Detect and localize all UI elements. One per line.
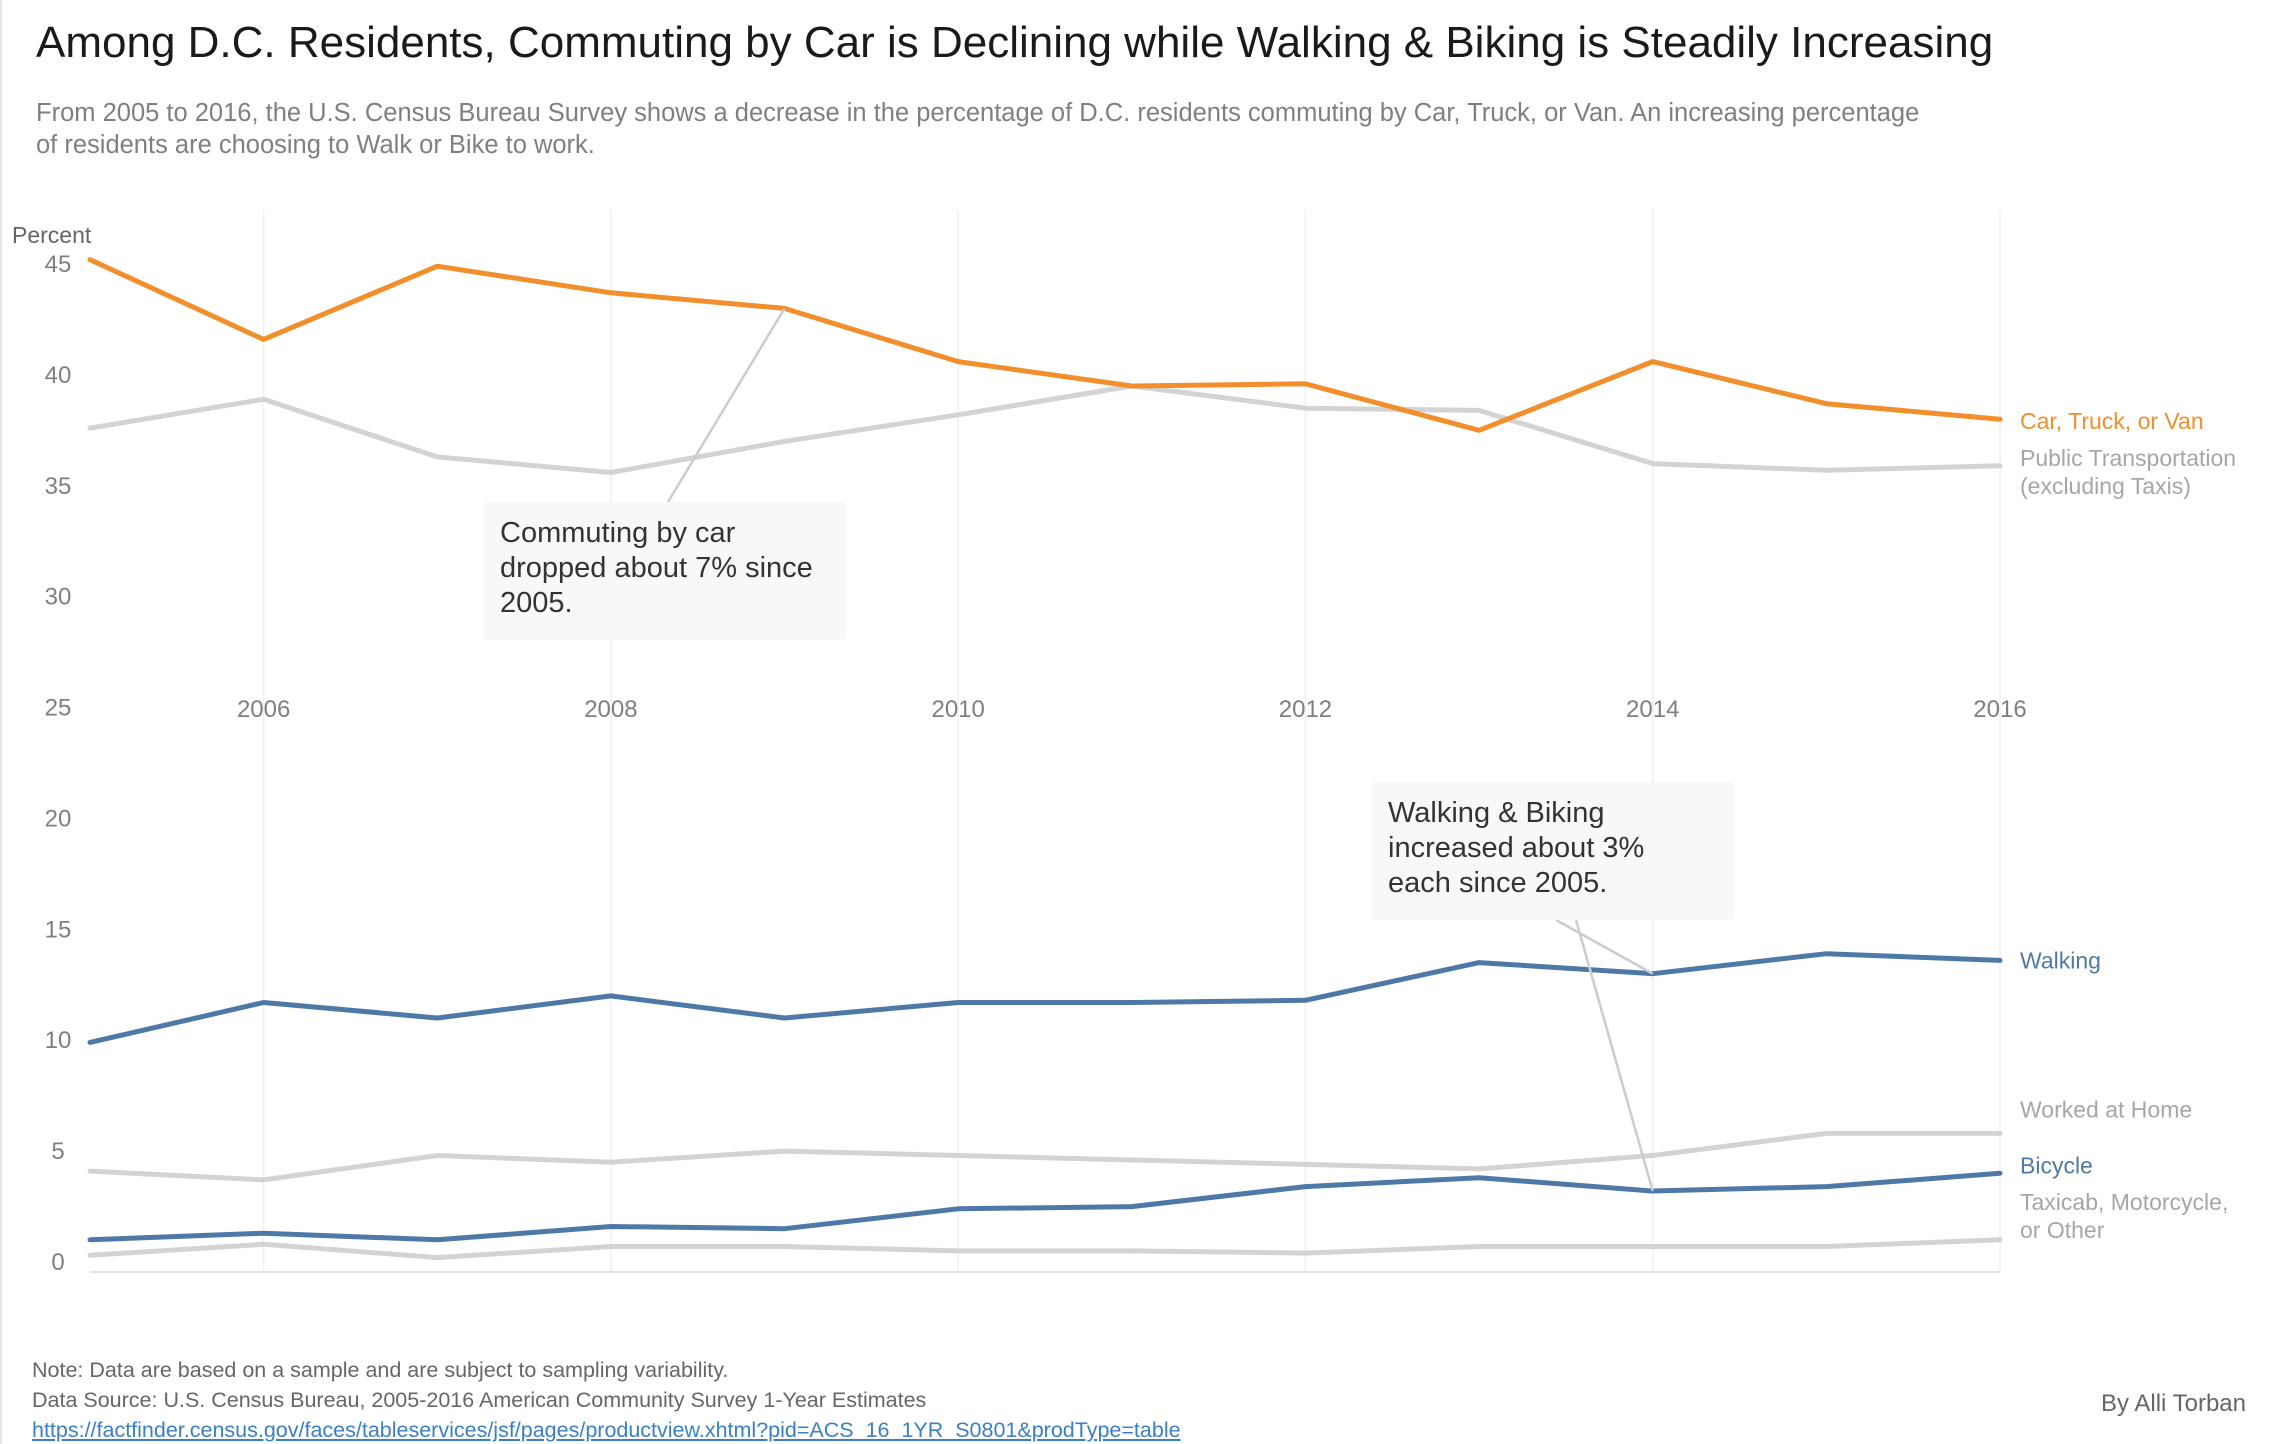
- series-label-line: Public Transportation: [2020, 445, 2236, 471]
- callout-line: dropped about 7% since: [500, 552, 813, 584]
- series-label: Walking: [2020, 947, 2101, 973]
- x-tick-label: 2008: [584, 696, 637, 723]
- y-tick-label: 0: [51, 1249, 64, 1276]
- x-tick-label: 2006: [237, 696, 290, 723]
- series-label-line: Walking: [2020, 947, 2101, 973]
- chart-title: Among D.C. Residents, Commuting by Car i…: [36, 18, 1994, 67]
- series-line-public-transportation-excluding-taxis: [87, 383, 2003, 475]
- y-tick-label: 10: [45, 1027, 72, 1054]
- series-label-line: or Other: [2020, 1217, 2105, 1243]
- series-label: Bicycle: [2020, 1152, 2093, 1178]
- y-tick-label: 15: [45, 916, 72, 943]
- byline: By Alli Torban: [2101, 1390, 2246, 1417]
- callout-pointer: [1574, 919, 1654, 1192]
- y-tick-label: 30: [45, 584, 72, 611]
- callout-line: 2005.: [500, 587, 573, 619]
- callout-box: [1372, 782, 1734, 920]
- walk-bike-callout: Walking & Biking increased about 3% each s…: [1388, 797, 1644, 899]
- series-line-worked-at-home: [87, 1130, 2003, 1183]
- y-tick-label: 35: [45, 473, 72, 500]
- car-drop-callout: Commuting by car dropped about 7% since 20…: [500, 517, 813, 619]
- series-label-line: (excluding Taxis): [2020, 473, 2191, 499]
- line-chart: Percent 0 5 10 15 20 25 30 35 40 45 2006 2008 2010 201…: [12, 210, 2236, 1276]
- x-tick-label: 2010: [931, 696, 984, 723]
- callout-line: Commuting by car: [500, 517, 736, 549]
- left-border: [0, 0, 2, 1444]
- series-label: Car, Truck, or Van: [2020, 408, 2204, 434]
- x-tick-label: 2012: [1279, 696, 1332, 723]
- x-tick-label: 2014: [1626, 696, 1679, 723]
- y-tick-label: 25: [45, 695, 72, 722]
- callout-line: Walking & Biking: [1388, 797, 1605, 829]
- callout-pointer: [666, 307, 786, 503]
- y-axis-title: Percent: [12, 222, 92, 248]
- series-label: Public Transportation (excluding Taxis): [2020, 445, 2236, 499]
- series-label-line: Worked at Home: [2020, 1096, 2192, 1122]
- series-label-line: Car, Truck, or Van: [2020, 408, 2204, 434]
- callout-box: [484, 502, 846, 640]
- footer-source: Data Source: U.S. Census Bureau, 2005-20…: [32, 1388, 927, 1412]
- series-label: Taxicab, Motorcycle, or Other: [2020, 1189, 2228, 1243]
- source-link[interactable]: https://factfinder.census.gov/faces/tabl…: [32, 1418, 1181, 1442]
- callout-line: increased about 3%: [1388, 832, 1644, 864]
- series-line-taxicab-motorcycle-or-other: [87, 1237, 2003, 1261]
- callout-pointer: [1555, 918, 1654, 975]
- footer-note: Note: Data are based on a sample and are…: [32, 1358, 729, 1382]
- callout-line: each since 2005.: [1388, 867, 1607, 899]
- y-tick-label: 20: [45, 805, 72, 832]
- series-label-line: Taxicab, Motorcycle,: [2020, 1189, 2228, 1215]
- y-tick-label: 40: [45, 362, 72, 389]
- y-tick-label: 5: [51, 1138, 64, 1165]
- series-label-line: Bicycle: [2020, 1152, 2093, 1178]
- series-line-walking: [87, 951, 2003, 1045]
- series-line-car-truck-or-van: [87, 257, 2003, 433]
- chart-subtitle: From 2005 to 2016, the U.S. Census Burea…: [36, 99, 1920, 159]
- x-tick-label: 2016: [1973, 696, 2026, 723]
- y-tick-label: 45: [45, 251, 72, 278]
- series-line-bicycle: [87, 1170, 2003, 1243]
- series-label: Worked at Home: [2020, 1096, 2192, 1122]
